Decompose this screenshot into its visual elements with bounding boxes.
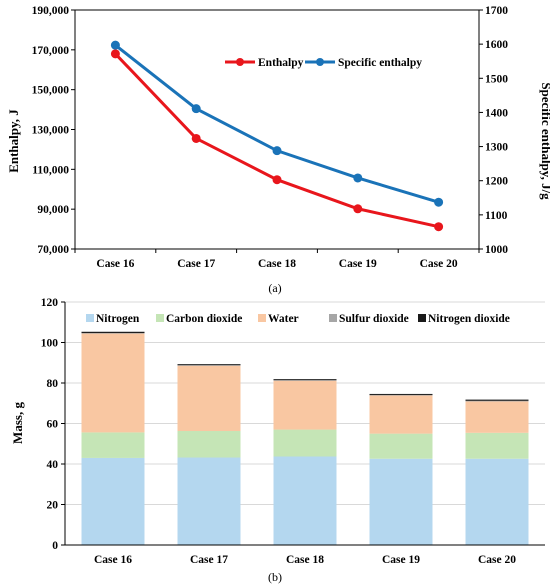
bar-chart-bars bbox=[81, 331, 529, 545]
line-chart-legend: Enthalpy Specific enthalpy bbox=[225, 57, 422, 69]
left-tick-label: 130,000 bbox=[32, 125, 70, 137]
bar-segment-nitrogen-dioxide bbox=[177, 364, 241, 366]
bar-segment-nitrogen bbox=[465, 458, 529, 545]
series-point-enthalpy bbox=[434, 222, 444, 232]
right-tick-label: 1200 bbox=[485, 176, 508, 188]
x-tick-label: Case 17 bbox=[177, 258, 215, 270]
left-tick-label: 170,000 bbox=[32, 45, 70, 57]
bar-chart-panel: 0 20 40 60 80 100 120 Case 16 Case 17 Case 18 Case… bbox=[10, 297, 545, 584]
line-chart-axes bbox=[74, 9, 480, 250]
bar-segment-nitrogen bbox=[369, 458, 433, 545]
x-tick-label: Case 19 bbox=[382, 554, 420, 566]
bar-segment-nitrogen bbox=[177, 457, 241, 545]
x-tick-label: Case 20 bbox=[478, 554, 516, 566]
bar-segment-nitrogen bbox=[273, 456, 337, 545]
legend-swatch bbox=[258, 314, 266, 322]
legend-swatch bbox=[329, 314, 337, 322]
x-tick-label: Case 19 bbox=[339, 258, 377, 270]
bar-segment-water bbox=[465, 401, 529, 433]
legend-label: Enthalpy bbox=[258, 57, 304, 69]
legend-label: Water bbox=[268, 313, 299, 325]
right-axis-label: Specific enthalpy, J/g bbox=[539, 82, 550, 200]
x-tick-label: Case 16 bbox=[96, 258, 134, 270]
series-point-specific-enthalpy bbox=[110, 40, 120, 50]
x-tick-label: Case 17 bbox=[190, 554, 228, 566]
legend-point-marker bbox=[316, 58, 324, 66]
y-tick-label: 120 bbox=[41, 297, 59, 309]
bar-segment-carbon-dioxide bbox=[465, 432, 529, 459]
bar-segment-nitrogen bbox=[81, 457, 145, 545]
right-tick-label: 1000 bbox=[485, 244, 508, 256]
legend-label: Carbon dioxide bbox=[166, 313, 242, 325]
left-tick-label: 110,000 bbox=[32, 164, 69, 176]
line-chart-panel: 70,000 90,000 110,000 130,000 150,000 170,000… bbox=[6, 5, 550, 295]
panel-label-b: (b) bbox=[268, 570, 282, 584]
bar-segment-nitrogen-dioxide bbox=[81, 331, 145, 333]
y-tick-label: 100 bbox=[41, 338, 59, 350]
legend-point-marker bbox=[236, 58, 244, 66]
bar-segment-water bbox=[369, 395, 433, 434]
y-tick-label: 80 bbox=[47, 378, 59, 390]
bar-segment-sulfur-dioxide bbox=[465, 400, 529, 402]
legend-label: Specific enthalpy bbox=[338, 57, 422, 69]
legend-swatch bbox=[418, 314, 426, 322]
left-axis-label: Enthalpy, J bbox=[6, 109, 21, 173]
bar-segment-water bbox=[177, 365, 241, 431]
series-point-enthalpy bbox=[191, 133, 201, 143]
bar-segment-carbon-dioxide bbox=[81, 432, 145, 458]
line-chart-ticks: 70,000 90,000 110,000 130,000 150,000 170,000… bbox=[32, 5, 509, 270]
y-tick-label: 40 bbox=[47, 459, 59, 471]
left-tick-label: 90,000 bbox=[37, 204, 69, 216]
left-tick-label: 70,000 bbox=[37, 244, 69, 256]
bar-segment-sulfur-dioxide bbox=[273, 380, 337, 381]
series-line-enthalpy bbox=[114, 52, 439, 229]
legend-swatch bbox=[86, 314, 94, 322]
right-tick-label: 1400 bbox=[485, 107, 508, 119]
y-tick-label: 60 bbox=[47, 419, 59, 431]
bar-segment-water bbox=[273, 380, 337, 430]
bar-segment-nitrogen-dioxide bbox=[369, 393, 433, 395]
panel-label-a: (a) bbox=[268, 281, 281, 295]
y-tick-label: 0 bbox=[52, 540, 58, 552]
right-tick-label: 1500 bbox=[485, 73, 508, 85]
legend-label: Nitrogen dioxide bbox=[428, 313, 510, 325]
series-point-specific-enthalpy bbox=[353, 173, 363, 183]
bar-chart-y-axis-label: Mass, g bbox=[10, 402, 25, 444]
legend-label: Nitrogen bbox=[96, 313, 140, 325]
bar-segment-sulfur-dioxide bbox=[177, 365, 241, 366]
legend-label: Sulfur dioxide bbox=[339, 313, 409, 325]
bar-segment-nitrogen-dioxide bbox=[465, 399, 529, 401]
bar-segment-carbon-dioxide bbox=[177, 430, 241, 458]
bar-segment-water bbox=[81, 333, 145, 433]
line-chart-series bbox=[110, 40, 444, 232]
y-tick-label: 20 bbox=[47, 500, 59, 512]
series-point-enthalpy bbox=[272, 175, 282, 185]
x-tick-label: Case 20 bbox=[420, 258, 458, 270]
bar-segment-sulfur-dioxide bbox=[81, 332, 145, 334]
plot-frame bbox=[74, 9, 480, 250]
series-point-specific-enthalpy bbox=[191, 104, 201, 114]
left-tick-label: 150,000 bbox=[32, 85, 70, 97]
bar-chart-ticks: 0 20 40 60 80 100 120 Case 16 Case 17 Case 18 Case… bbox=[41, 297, 517, 566]
legend-swatch bbox=[156, 314, 164, 322]
series-point-enthalpy bbox=[353, 204, 363, 214]
right-tick-label: 1100 bbox=[485, 210, 508, 222]
bar-segment-carbon-dioxide bbox=[273, 429, 337, 457]
left-tick-label: 190,000 bbox=[32, 5, 70, 17]
bar-segment-nitrogen-dioxide bbox=[273, 379, 337, 381]
series-point-specific-enthalpy bbox=[272, 146, 282, 156]
series-point-enthalpy bbox=[110, 49, 120, 59]
right-tick-label: 1600 bbox=[485, 39, 508, 51]
bar-chart-legend: Nitrogen Carbon dioxide Water Sulfur dioxid… bbox=[86, 313, 510, 325]
series-point-specific-enthalpy bbox=[434, 197, 444, 207]
right-tick-label: 1700 bbox=[485, 5, 508, 17]
x-tick-label: Case 18 bbox=[258, 258, 296, 270]
bar-segment-carbon-dioxide bbox=[369, 433, 433, 459]
bar-segment-sulfur-dioxide bbox=[369, 394, 433, 396]
x-tick-label: Case 18 bbox=[286, 554, 324, 566]
x-tick-label: Case 16 bbox=[94, 554, 132, 566]
right-tick-label: 1300 bbox=[485, 142, 508, 154]
